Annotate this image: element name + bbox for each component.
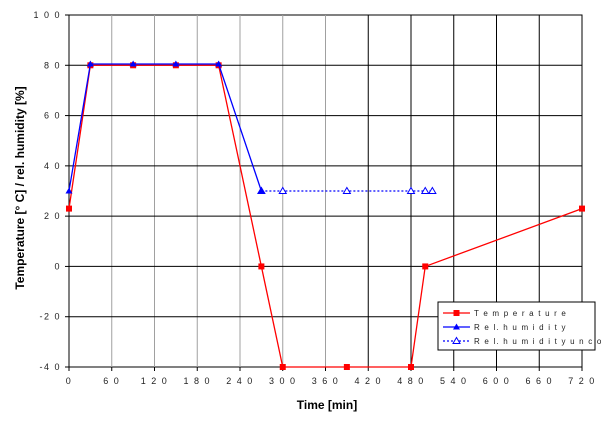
x-tick-label: 5 4 0 xyxy=(440,376,468,386)
x-axis-title: Time [min] xyxy=(297,398,357,412)
x-tick-label: 0 xyxy=(66,376,73,386)
y-tick-label: 4 0 xyxy=(44,161,61,171)
data-point xyxy=(129,60,137,67)
legend: T e m p e r a t u r e R e l. h u m i d i… xyxy=(437,301,606,351)
x-tick-label: 6 0 xyxy=(103,376,120,386)
series-line xyxy=(68,63,262,192)
legend-item-rel-humidity-uncontrolled: R e l. h u m i d i t y u n c o n t r o l… xyxy=(443,336,606,346)
x-tick-label: 6 0 0 xyxy=(483,376,511,386)
y-tick-label: 1 0 0 xyxy=(33,10,61,20)
legend-label-rel-humidity-uncontrolled: R e l. h u m i d i t y u n c o n t r o l… xyxy=(474,337,606,346)
y-tick-label: 6 0 xyxy=(44,111,61,121)
data-point xyxy=(279,364,286,370)
y-tick-label: -2 0 xyxy=(39,312,61,322)
tick-labels: 0 6 0 1 2 0 1 8 0 2 4 0 3 0 0 3 6 0 4 2 0 4 8 0 5… xyxy=(33,10,596,386)
data-point xyxy=(65,187,73,194)
x-tick-label: 7 2 0 xyxy=(568,376,596,386)
legend-marker-rel-humidity-uncontrolled xyxy=(452,336,461,344)
x-tick-label: 6 6 0 xyxy=(525,376,553,386)
legend-label-temperature: T e m p e r a t u r e xyxy=(474,309,567,318)
y-tick-label: 8 0 xyxy=(44,60,61,70)
y-tick-label: -4 0 xyxy=(39,362,61,372)
data-point xyxy=(86,60,94,67)
data-point xyxy=(215,60,223,67)
data-point xyxy=(66,205,72,212)
data-point xyxy=(428,186,437,194)
series-group xyxy=(65,60,585,370)
x-tick-label: 3 0 0 xyxy=(269,376,297,386)
y-axis-title: Temperature [° C] / rel. humidity [%] xyxy=(13,86,27,289)
legend-marker-rel-humidity xyxy=(453,323,460,330)
data-point xyxy=(257,187,265,194)
series-1 xyxy=(65,60,265,194)
data-point xyxy=(420,186,430,194)
data-point xyxy=(343,364,350,370)
x-tick-label: 1 2 0 xyxy=(141,376,169,386)
legend-item-temperature: T e m p e r a t u r e xyxy=(443,309,567,318)
x-tick-label: 3 6 0 xyxy=(312,376,340,386)
data-point xyxy=(278,186,288,194)
y-tick-label: 0 xyxy=(54,261,61,271)
x-tick-label: 4 8 0 xyxy=(397,376,425,386)
x-tick-label: 4 2 0 xyxy=(354,376,382,386)
data-point xyxy=(172,60,180,67)
data-point xyxy=(406,186,416,194)
legend-box xyxy=(437,301,596,351)
legend-item-rel-humidity: R e l. h u m i d i t y xyxy=(443,323,567,332)
x-tick-label: 2 4 0 xyxy=(226,376,254,386)
legend-label-rel-humidity: R e l. h u m i d i t y xyxy=(474,323,567,332)
y-tick-label: 2 0 xyxy=(44,211,61,221)
data-point xyxy=(422,263,429,270)
data-point xyxy=(342,186,352,194)
data-point xyxy=(408,364,414,370)
x-tick-label: 1 8 0 xyxy=(183,376,211,386)
legend-marker-temperature xyxy=(453,310,460,316)
data-point xyxy=(258,263,265,270)
data-point xyxy=(579,205,585,212)
